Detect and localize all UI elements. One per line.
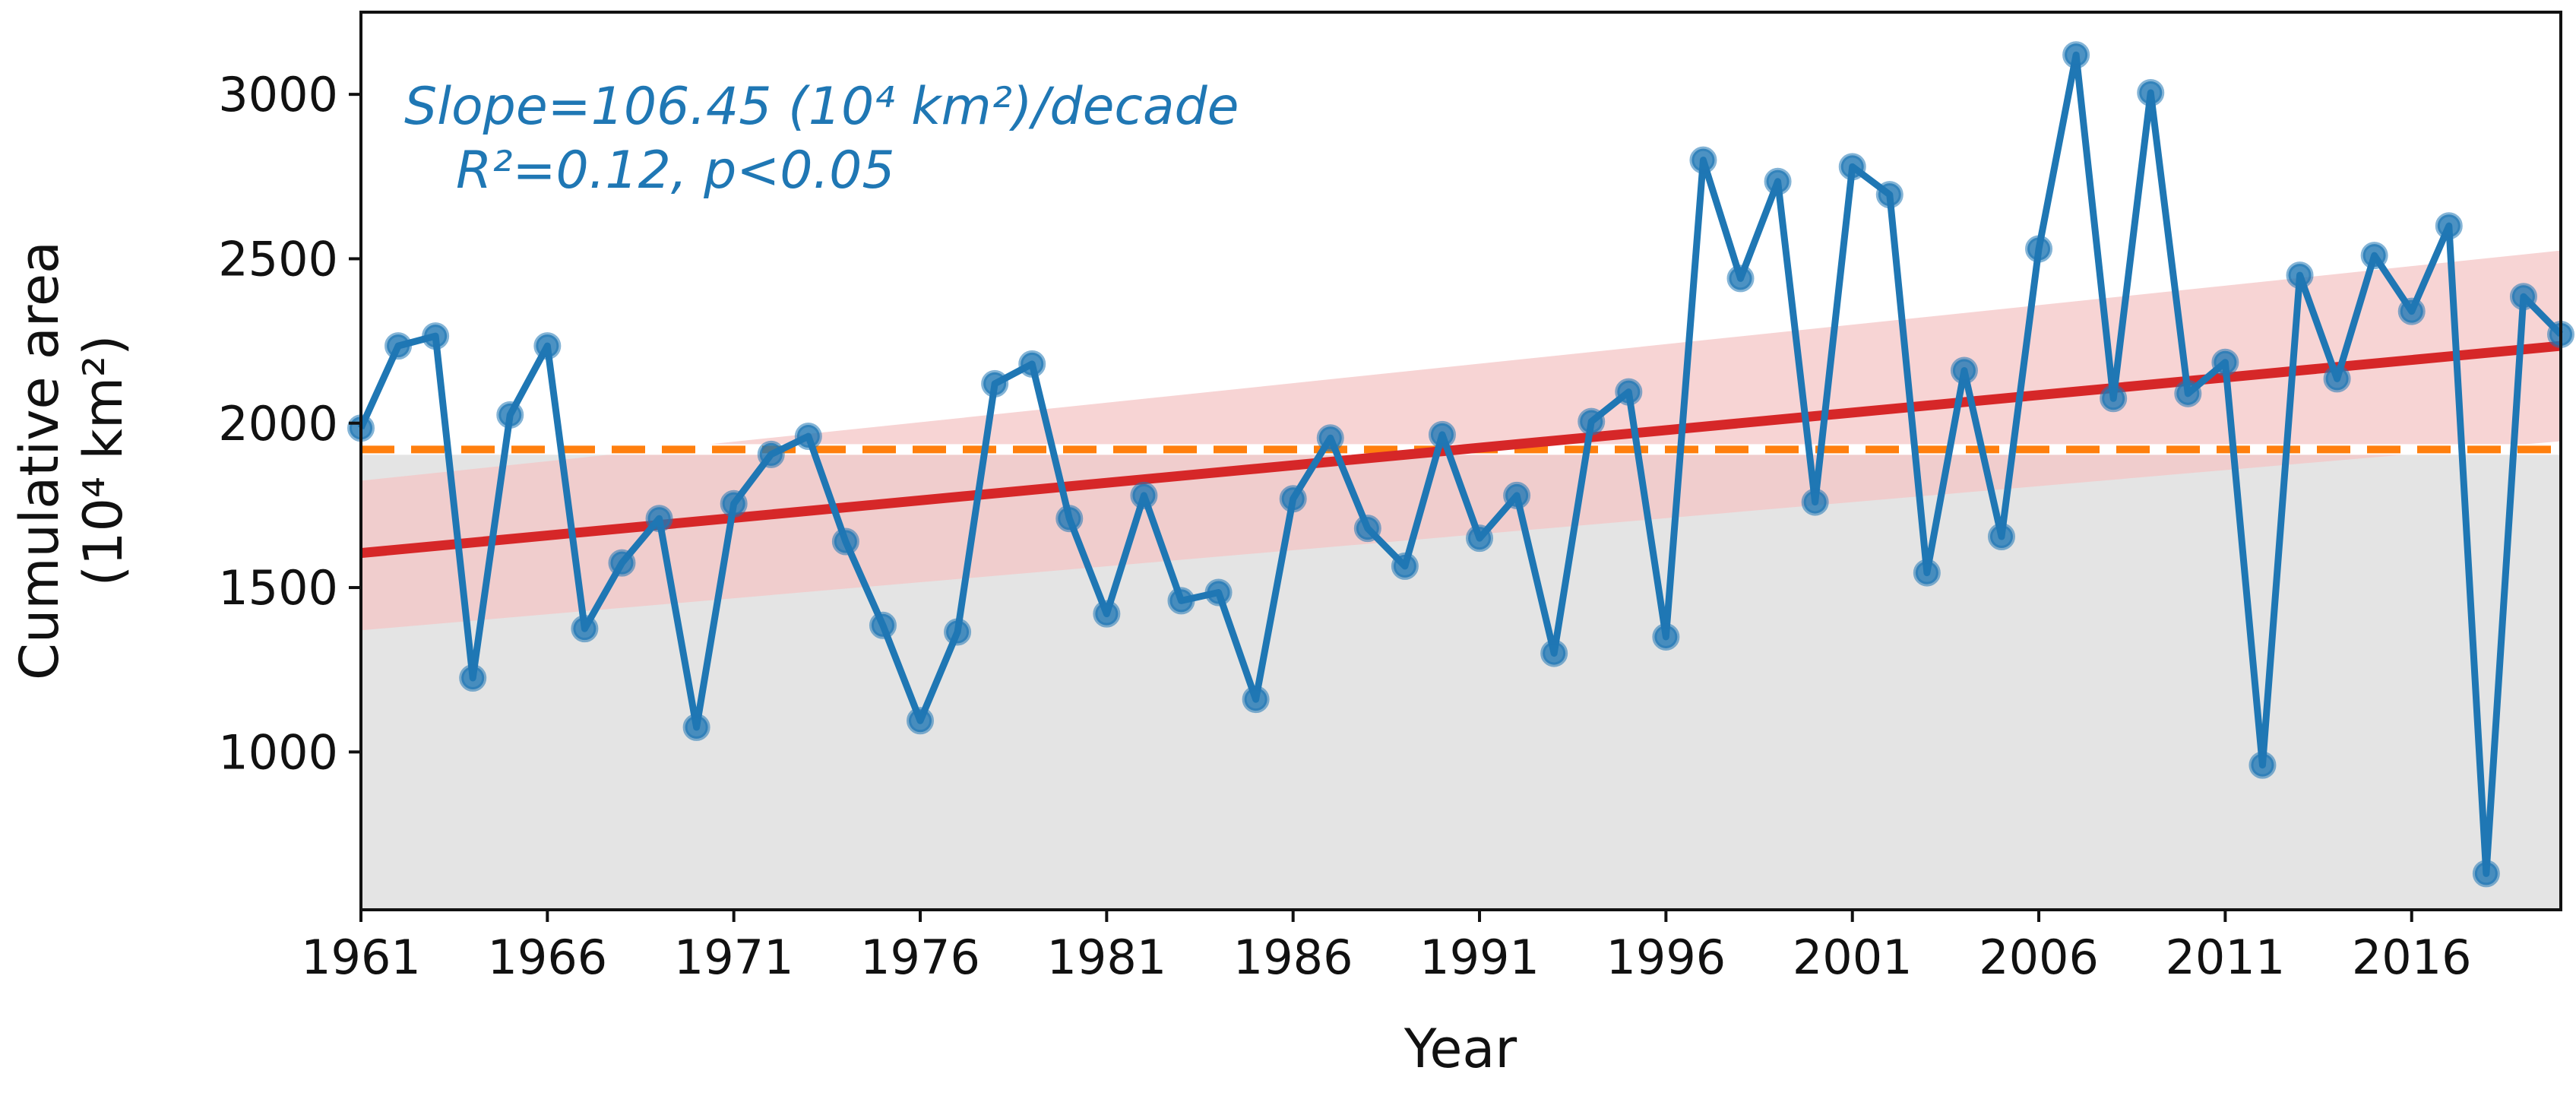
slope-annotation: Slope=106.45 (10⁴ km²)/decade — [404, 77, 1239, 137]
data-point — [1391, 552, 1419, 580]
data-point — [2100, 385, 2128, 413]
x-axis: 1961 1966 1971 1976 1981 1986 1991 1996 2001 2006… — [301, 910, 2472, 985]
x-tick-label: 1986 — [1233, 930, 1353, 985]
data-point — [1093, 600, 1121, 628]
data-point — [869, 611, 897, 639]
y-axis-title-line1: Cumulative area — [8, 241, 71, 680]
data-point — [1726, 264, 1755, 293]
data-point — [2472, 860, 2500, 888]
data-point — [1466, 524, 1494, 553]
data-point — [1987, 522, 2015, 550]
x-tick-label: 1961 — [301, 930, 421, 985]
y-axis-title-line2: (10⁴ km²) — [72, 335, 134, 587]
y-tick-label: 1500 — [218, 560, 338, 616]
x-tick-label: 2011 — [2165, 930, 2285, 985]
data-point — [2137, 78, 2165, 106]
x-tick-label: 1981 — [1046, 930, 1166, 985]
data-point — [533, 332, 562, 360]
data-point — [496, 401, 524, 429]
y-tick-label: 1000 — [218, 724, 338, 780]
data-point — [1615, 378, 1643, 406]
data-point — [1130, 481, 1158, 509]
data-point — [757, 440, 785, 468]
x-tick-label: 2001 — [1793, 930, 1913, 985]
data-point — [2286, 261, 2314, 290]
confidence-band — [361, 250, 2561, 631]
data-point — [1204, 578, 1233, 607]
data-point — [831, 527, 859, 556]
data-point — [907, 707, 935, 735]
data-point — [981, 369, 1009, 398]
data-point — [1764, 167, 1792, 195]
data-point — [571, 615, 599, 643]
y-tick-label: 3000 — [218, 67, 338, 122]
data-point — [1018, 350, 1046, 378]
data-point — [1801, 488, 1829, 516]
x-tick-label: 1996 — [1606, 930, 1726, 985]
data-point — [2360, 242, 2388, 270]
x-tick-label: 1971 — [674, 930, 794, 985]
data-point — [2323, 365, 2351, 393]
data-point — [794, 423, 822, 451]
series-markers — [347, 41, 2574, 888]
y-tick-label: 2500 — [218, 231, 338, 287]
data-point — [1875, 181, 1904, 209]
y-tick-label: 2000 — [218, 396, 338, 451]
data-point — [2397, 297, 2426, 325]
x-tick-label: 1991 — [1419, 930, 1540, 985]
data-point — [2435, 212, 2463, 240]
data-point — [2062, 41, 2090, 69]
data-point — [1578, 407, 1606, 436]
data-point — [1242, 686, 1270, 714]
r2-annotation: R²=0.12, p<0.05 — [456, 141, 895, 201]
trend-line — [360, 341, 2562, 559]
data-point — [2509, 283, 2537, 311]
x-tick-label: 1976 — [860, 930, 980, 985]
data-point — [1167, 587, 1195, 615]
plot-frame — [359, 11, 2562, 911]
data-point — [608, 549, 636, 577]
data-point — [1353, 515, 1381, 543]
data-point — [1652, 622, 1680, 651]
data-point — [1913, 559, 1941, 587]
y-axis: 1000 1500 2000 2500 3000 — [218, 67, 361, 780]
data-point — [2174, 379, 2202, 407]
data-point — [1503, 481, 1531, 509]
x-tick-label: 1966 — [487, 930, 607, 985]
plot-area — [347, 41, 2574, 910]
data-point — [422, 322, 450, 350]
data-point — [385, 332, 413, 360]
x-axis-title: Year — [1404, 1018, 1517, 1080]
x-tick-label: 2016 — [2352, 930, 2472, 985]
data-point — [1279, 485, 1307, 513]
data-point — [2025, 235, 2053, 263]
data-point — [1689, 146, 1717, 174]
data-point — [1838, 153, 1866, 181]
data-point — [682, 713, 710, 741]
data-point — [2211, 348, 2239, 376]
x-tick-label: 2006 — [1979, 930, 2099, 985]
data-point — [944, 618, 972, 646]
data-point — [1316, 424, 1344, 452]
data-point — [2248, 751, 2277, 779]
data-point — [645, 505, 673, 533]
data-point — [1540, 639, 1568, 667]
data-point — [1950, 356, 1978, 385]
data-point — [459, 664, 487, 692]
data-point — [1055, 505, 1084, 533]
data-point — [1428, 420, 1456, 448]
data-point — [720, 489, 748, 518]
y-axis-title: Cumulative area (10⁴ km²) — [8, 241, 134, 680]
